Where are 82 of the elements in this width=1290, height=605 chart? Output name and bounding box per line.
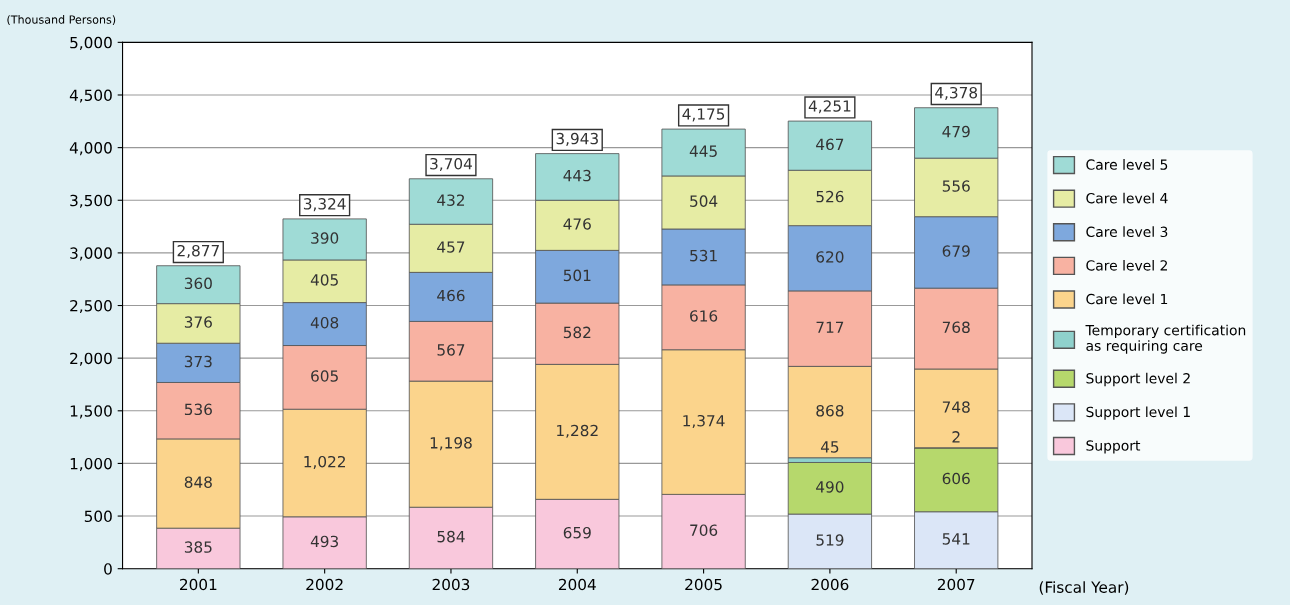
data-label: 848 [184, 476, 212, 488]
legend-label: Care level 5 [1086, 159, 1168, 170]
data-label: 408 [310, 316, 339, 329]
x-tick-label: 2007 [937, 578, 975, 591]
data-label: 706 [690, 524, 718, 536]
y-tick-label: 1,500 [70, 405, 112, 419]
total-label: 3,324 [303, 198, 346, 212]
data-label: 606 [942, 472, 970, 485]
total-label: 4,251 [808, 100, 851, 114]
data-label: 504 [690, 195, 718, 207]
data-label: 768 [942, 321, 970, 334]
legend-label: Temporary certification as requiring care [1085, 324, 1246, 354]
x-tick-label: 2004 [558, 578, 596, 591]
y-tick-label: 3,500 [70, 194, 112, 208]
data-label: 457 [437, 241, 465, 253]
data-label: 45 [820, 441, 839, 453]
y-tick-label: 5,000 [70, 36, 112, 50]
data-label: 493 [310, 535, 339, 548]
data-label: 1,282 [557, 424, 598, 438]
data-label: 1,198 [430, 437, 472, 451]
data-label: 405 [310, 274, 338, 286]
data-label: 567 [437, 344, 465, 356]
data-label: 360 [184, 277, 212, 290]
legend-label: Support [1086, 440, 1141, 454]
data-label: 541 [942, 533, 970, 545]
x-axis-title: (Fiscal Year) [1039, 581, 1129, 595]
data-label: 536 [184, 403, 212, 416]
x-tick-label: 2005 [685, 578, 722, 591]
y-axis-title: (Thousand Persons) [7, 15, 116, 26]
data-label: 584 [437, 530, 465, 543]
data-label: 531 [690, 249, 717, 262]
data-label: 1,374 [683, 414, 725, 429]
legend-label: Care level 2 [1086, 259, 1167, 271]
y-tick-label: 3,000 [70, 247, 112, 261]
x-tick-label: 2006 [811, 578, 849, 591]
data-label: 490 [816, 481, 844, 493]
data-label: 868 [816, 404, 844, 417]
data-label: 616 [690, 310, 718, 322]
x-tick-label: 2002 [306, 578, 343, 591]
data-label: 519 [816, 534, 844, 546]
data-label: 466 [437, 289, 465, 302]
legend-label: Support level 2 [1086, 372, 1190, 387]
y-tick-label: 0 [104, 563, 112, 575]
legend-label: Care level 3 [1086, 226, 1168, 238]
data-label: 501 [563, 269, 591, 282]
y-tick-label: 500 [84, 510, 112, 523]
data-label: 679 [942, 245, 970, 257]
data-label: 443 [563, 169, 591, 182]
total-label: 4,175 [682, 108, 725, 122]
data-label: 582 [563, 326, 591, 339]
total-label: 3,704 [430, 157, 472, 172]
data-label: 390 [311, 232, 339, 244]
data-label: 432 [437, 194, 465, 206]
legend-label: Support level 1 [1086, 406, 1190, 420]
y-tick-label: 4,500 [69, 89, 112, 103]
data-label: 445 [689, 145, 717, 157]
data-label: 526 [816, 190, 844, 203]
data-label: 373 [184, 355, 212, 368]
x-tick-label: 2001 [180, 578, 217, 591]
data-label: 476 [563, 218, 591, 230]
data-label: 2 [952, 431, 960, 443]
data-label: 556 [942, 180, 970, 192]
x-tick-label: 2003 [432, 578, 470, 591]
data-label: 467 [816, 138, 844, 151]
legend-label: Care level 4 [1086, 192, 1168, 204]
y-tick-label: 2,000 [70, 352, 112, 366]
data-label: 376 [184, 316, 212, 328]
data-label: 1,022 [304, 455, 345, 469]
data-label: 479 [942, 125, 970, 138]
total-label: 4,378 [935, 86, 978, 101]
y-tick-label: 4,000 [69, 142, 112, 156]
data-label: 659 [563, 526, 591, 539]
legend-label: Care level 1 [1086, 293, 1168, 305]
data-label: 385 [184, 541, 212, 553]
y-tick-label: 1,000 [70, 457, 112, 472]
total-label: 2,877 [177, 244, 219, 259]
data-label: 748 [942, 401, 970, 413]
total-label: 3,943 [556, 132, 598, 146]
y-tick-label: 2,500 [70, 299, 112, 314]
data-label: 717 [816, 321, 844, 333]
data-label: 620 [816, 251, 844, 263]
data-label: 605 [311, 370, 338, 382]
